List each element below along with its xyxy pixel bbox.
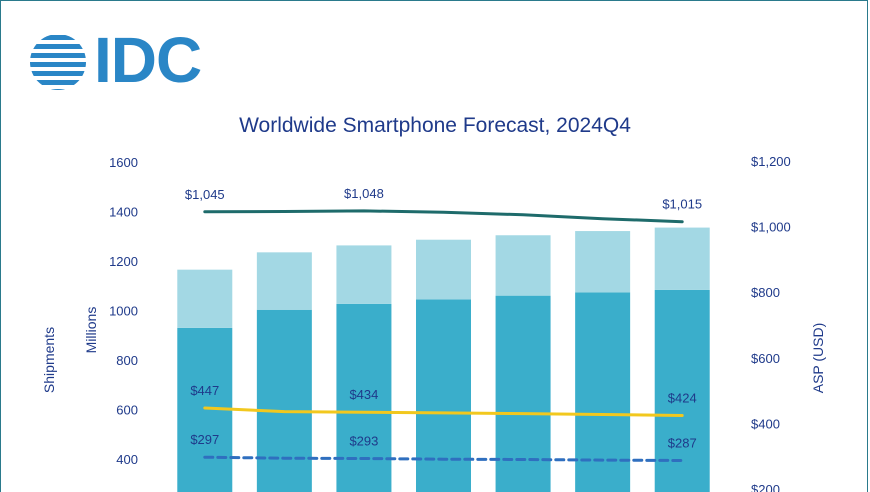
y-right-tick-label: $200 — [751, 482, 780, 492]
data-label: $297 — [190, 432, 219, 447]
bar-segment-2 — [256, 252, 312, 310]
y-left-tick-label: 1200 — [109, 254, 138, 269]
bar-segment-2 — [416, 239, 471, 300]
data-label: $424 — [668, 391, 697, 406]
bar-segment-2 — [336, 245, 392, 304]
y-right-tick-label: $1,200 — [751, 154, 791, 169]
y-left-axis-sublabel: Millions — [83, 307, 99, 354]
y-right-tick-label: $800 — [751, 285, 780, 300]
chart-title: Worldwide Smartphone Forecast, 2024Q4 — [239, 114, 631, 137]
bar-segment-2 — [177, 269, 233, 328]
data-label: $1,045 — [185, 187, 225, 202]
idc-logo: IDC — [28, 24, 218, 96]
data-label: $1,048 — [344, 186, 384, 201]
bar-segment-1 — [336, 303, 392, 492]
logo-text: IDC — [94, 24, 202, 96]
data-label: $434 — [349, 387, 378, 402]
y-right-tick-label: $400 — [751, 416, 780, 431]
y-left-tick-label: 1400 — [109, 205, 138, 220]
y-left-tick-label: 1000 — [109, 304, 138, 319]
bar-segment-2 — [575, 231, 631, 293]
y-right-tick-label: $600 — [751, 351, 780, 366]
bar-segment-2 — [495, 235, 551, 296]
y-left-tick-label: 400 — [116, 452, 138, 467]
data-label: $293 — [349, 433, 378, 448]
series-line-3 — [203, 455, 684, 462]
y-left-tick-label: 800 — [116, 353, 138, 368]
bar-segment-1 — [575, 292, 631, 492]
y-right-tick-label: $1,000 — [751, 220, 791, 235]
series-line-1 — [203, 209, 684, 224]
y-left-tick-label: 600 — [116, 403, 138, 418]
y-left-axis-label: Shipments — [41, 327, 57, 393]
data-label: $447 — [190, 383, 219, 398]
globe-icon — [30, 35, 86, 90]
bar-segment-2 — [654, 227, 710, 290]
bar-segment-1 — [654, 289, 710, 492]
bar-segment-1 — [495, 295, 551, 492]
bar-segment-1 — [416, 299, 471, 492]
bar-segment-1 — [256, 309, 312, 492]
series-line-2 — [203, 406, 684, 417]
y-right-axis-label: ASP (USD) — [810, 323, 826, 394]
data-label: $287 — [668, 435, 697, 450]
y-left-tick-label: 1600 — [109, 155, 138, 170]
data-label: $1,015 — [662, 197, 702, 212]
